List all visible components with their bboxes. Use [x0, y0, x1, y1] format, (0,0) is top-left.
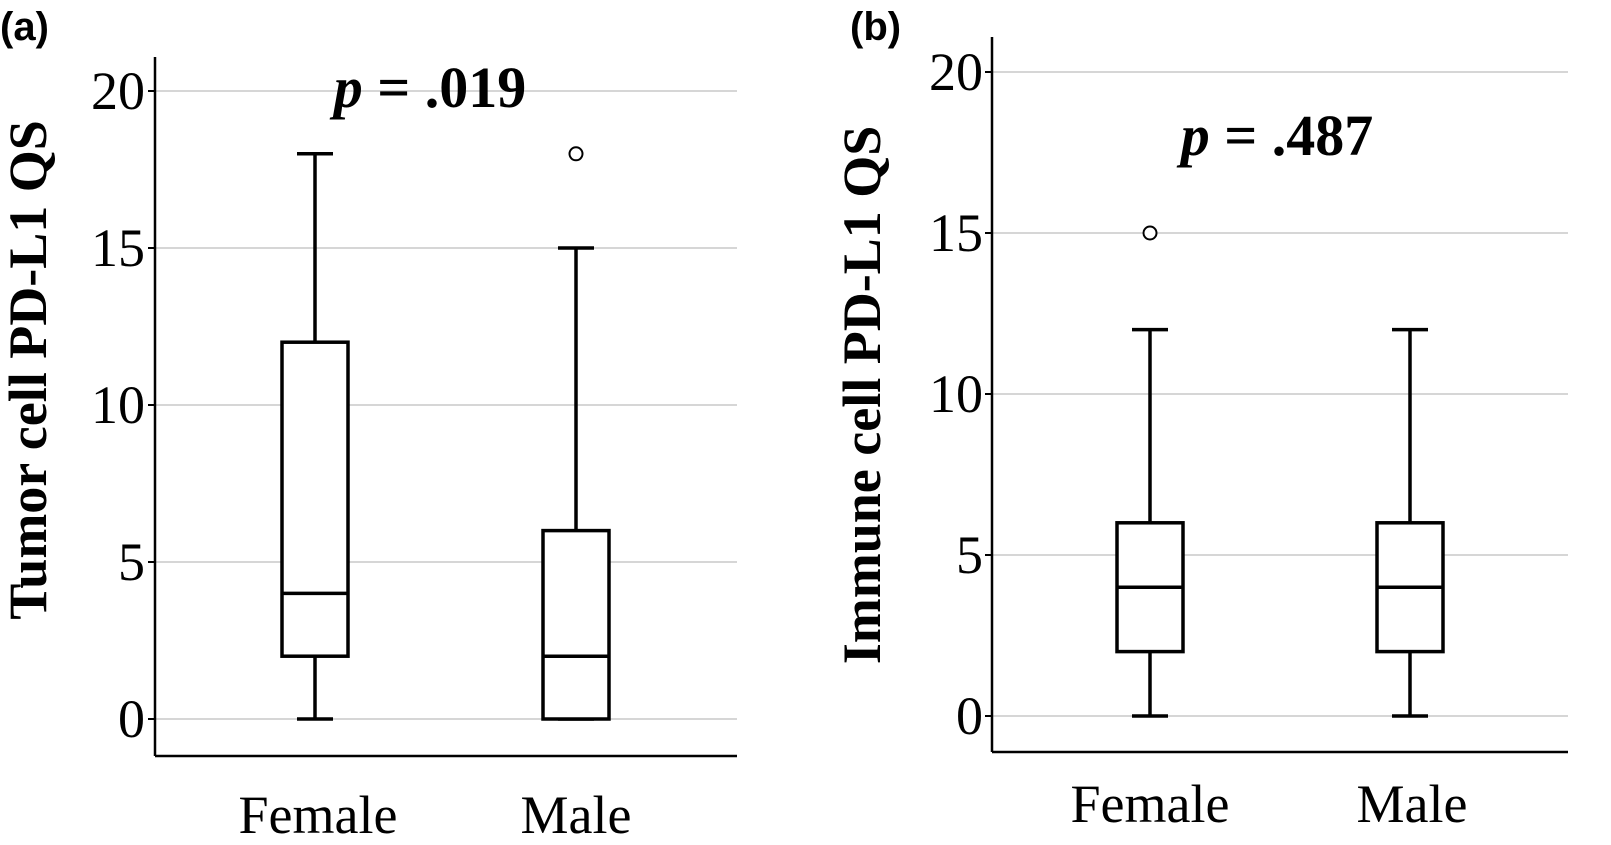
- y-tick-label: 0: [118, 689, 145, 749]
- panel-label: (a): [0, 5, 49, 49]
- y-tick-label: 15: [91, 218, 145, 278]
- y-tick-label: 5: [118, 532, 145, 592]
- p-symbol: p: [329, 55, 363, 120]
- panel-b: (b) Immune cell PD-L1 QS p = .487 Female…: [832, 5, 1568, 834]
- p-symbol: p: [1176, 103, 1210, 168]
- y-tick-label: 10: [929, 364, 983, 424]
- p-value-annotation: p = .487: [1176, 103, 1374, 168]
- y-tick-label: 20: [91, 61, 145, 121]
- y-tick-label: 5: [956, 525, 983, 585]
- x-category-label-male: Male: [1357, 774, 1468, 834]
- iqr-box: [541, 528, 611, 721]
- panel-label: (b): [850, 5, 901, 49]
- x-category-label-female: Female: [1071, 774, 1230, 834]
- y-tick-label: 10: [91, 375, 145, 435]
- outlier-point: [568, 146, 584, 162]
- y-tick-label: 20: [929, 42, 983, 102]
- gridlines: [985, 71, 1568, 717]
- p-value-text: = .487: [1210, 103, 1374, 168]
- box-male: [1375, 327, 1445, 718]
- p-value-text: = .019: [363, 55, 527, 120]
- y-axis-title: Tumor cell PD-L1 QS: [0, 120, 58, 620]
- panel-a: (a) Tumor cell PD-L1 QS p = .019 Female …: [0, 5, 737, 845]
- gridlines: [148, 90, 737, 720]
- y-tick-label: 15: [929, 203, 983, 263]
- box-female: [1115, 225, 1185, 718]
- y-tick-label: 0: [956, 686, 983, 746]
- box-male: [541, 146, 611, 721]
- y-axis-title: Immune cell PD-L1 QS: [832, 126, 892, 664]
- x-category-label-female: Female: [239, 785, 398, 845]
- x-category-label-male: Male: [521, 785, 632, 845]
- outlier-point: [1142, 225, 1158, 241]
- iqr-box: [280, 340, 350, 658]
- p-value-annotation: p = .019: [329, 55, 527, 120]
- box-female: [280, 152, 350, 721]
